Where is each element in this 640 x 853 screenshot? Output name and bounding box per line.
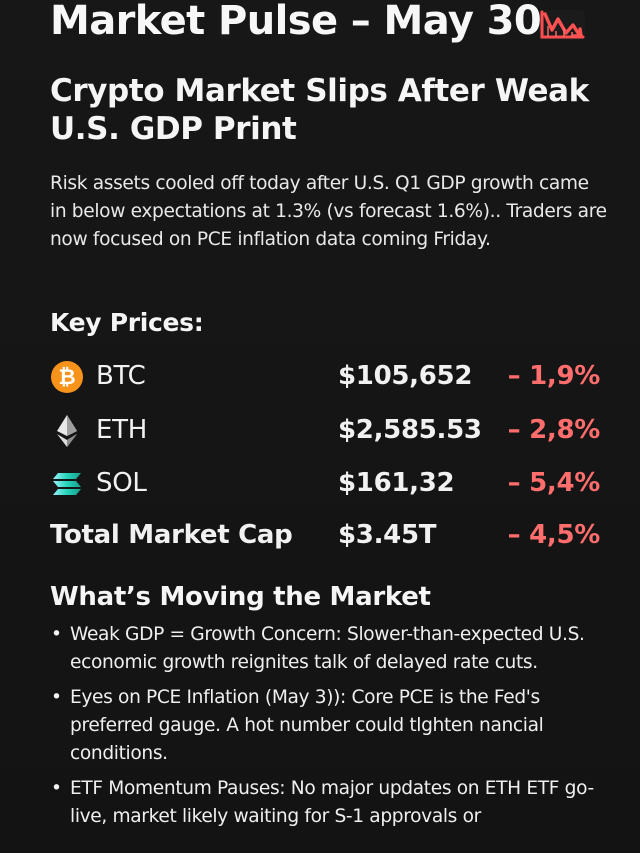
sol-change: – 5,4%: [507, 468, 601, 498]
eth-change: – 2,8%: [507, 415, 601, 445]
chart-decreasing-icon: [540, 10, 585, 39]
bitcoin-icon: ₿: [51, 361, 83, 393]
key-prices-title: Key Prices:: [50, 308, 204, 337]
eth-label: ETH: [96, 415, 147, 445]
btc-price: $105,652: [338, 361, 473, 391]
page-title: Market Pulse – May 30: [50, 0, 542, 44]
total-market-cap-row: Total Market Cap $3.45T – 4,5%: [50, 514, 600, 556]
market-movers-list: • Weak GDP = Growth Concern: Slower-than…: [50, 621, 610, 838]
btc-change: – 1,9%: [507, 361, 601, 391]
bullet-icon: •: [51, 624, 62, 645]
total-market-cap-label: Total Market Cap: [50, 520, 293, 550]
btc-price-row: ₿ BTC $105,652 – 1,9%: [50, 355, 600, 397]
eth-price: $2,585.53: [338, 415, 482, 445]
eth-price-row: ETH $2,585.53 – 2,8%: [50, 409, 600, 451]
total-market-cap-price: $3.45T: [338, 520, 437, 550]
market-mover-item: • ETF Momentum Pauses: No major updates …: [50, 775, 610, 831]
sol-price-row: SOL $161,32 – 5,4%: [50, 462, 600, 504]
total-market-cap-change: – 4,5%: [507, 520, 601, 550]
headline: Crypto Market Slips After Weak U.S. GDP …: [50, 73, 589, 147]
ethereum-icon: [57, 415, 77, 447]
solana-icon: [53, 473, 81, 495]
market-mover-text: ETF Momentum Pauses: No major updates on…: [70, 778, 594, 827]
btc-label: BTC: [96, 361, 146, 391]
intro-paragraph: Risk assets cooled off today after U.S. …: [50, 173, 607, 250]
market-mover-item: • Eyes on PCE Inflation (May 3)): Core P…: [50, 684, 610, 768]
market-mover-text: Eyes on PCE Inflation (May 3)): Core PCE…: [70, 687, 544, 764]
market-mover-text: Weak GDP = Growth Concern: Slower-than-e…: [70, 624, 585, 673]
market-mover-item: • Weak GDP = Growth Concern: Slower-than…: [50, 621, 610, 677]
sol-label: SOL: [96, 468, 147, 498]
sol-price: $161,32: [338, 468, 455, 498]
title-row: Market Pulse – May 30: [50, 0, 610, 50]
market-movers-title: What’s Moving the Market: [50, 582, 431, 612]
svg-text:₿: ₿: [58, 365, 75, 389]
bullet-icon: •: [51, 687, 62, 708]
bullet-icon: •: [51, 778, 62, 799]
